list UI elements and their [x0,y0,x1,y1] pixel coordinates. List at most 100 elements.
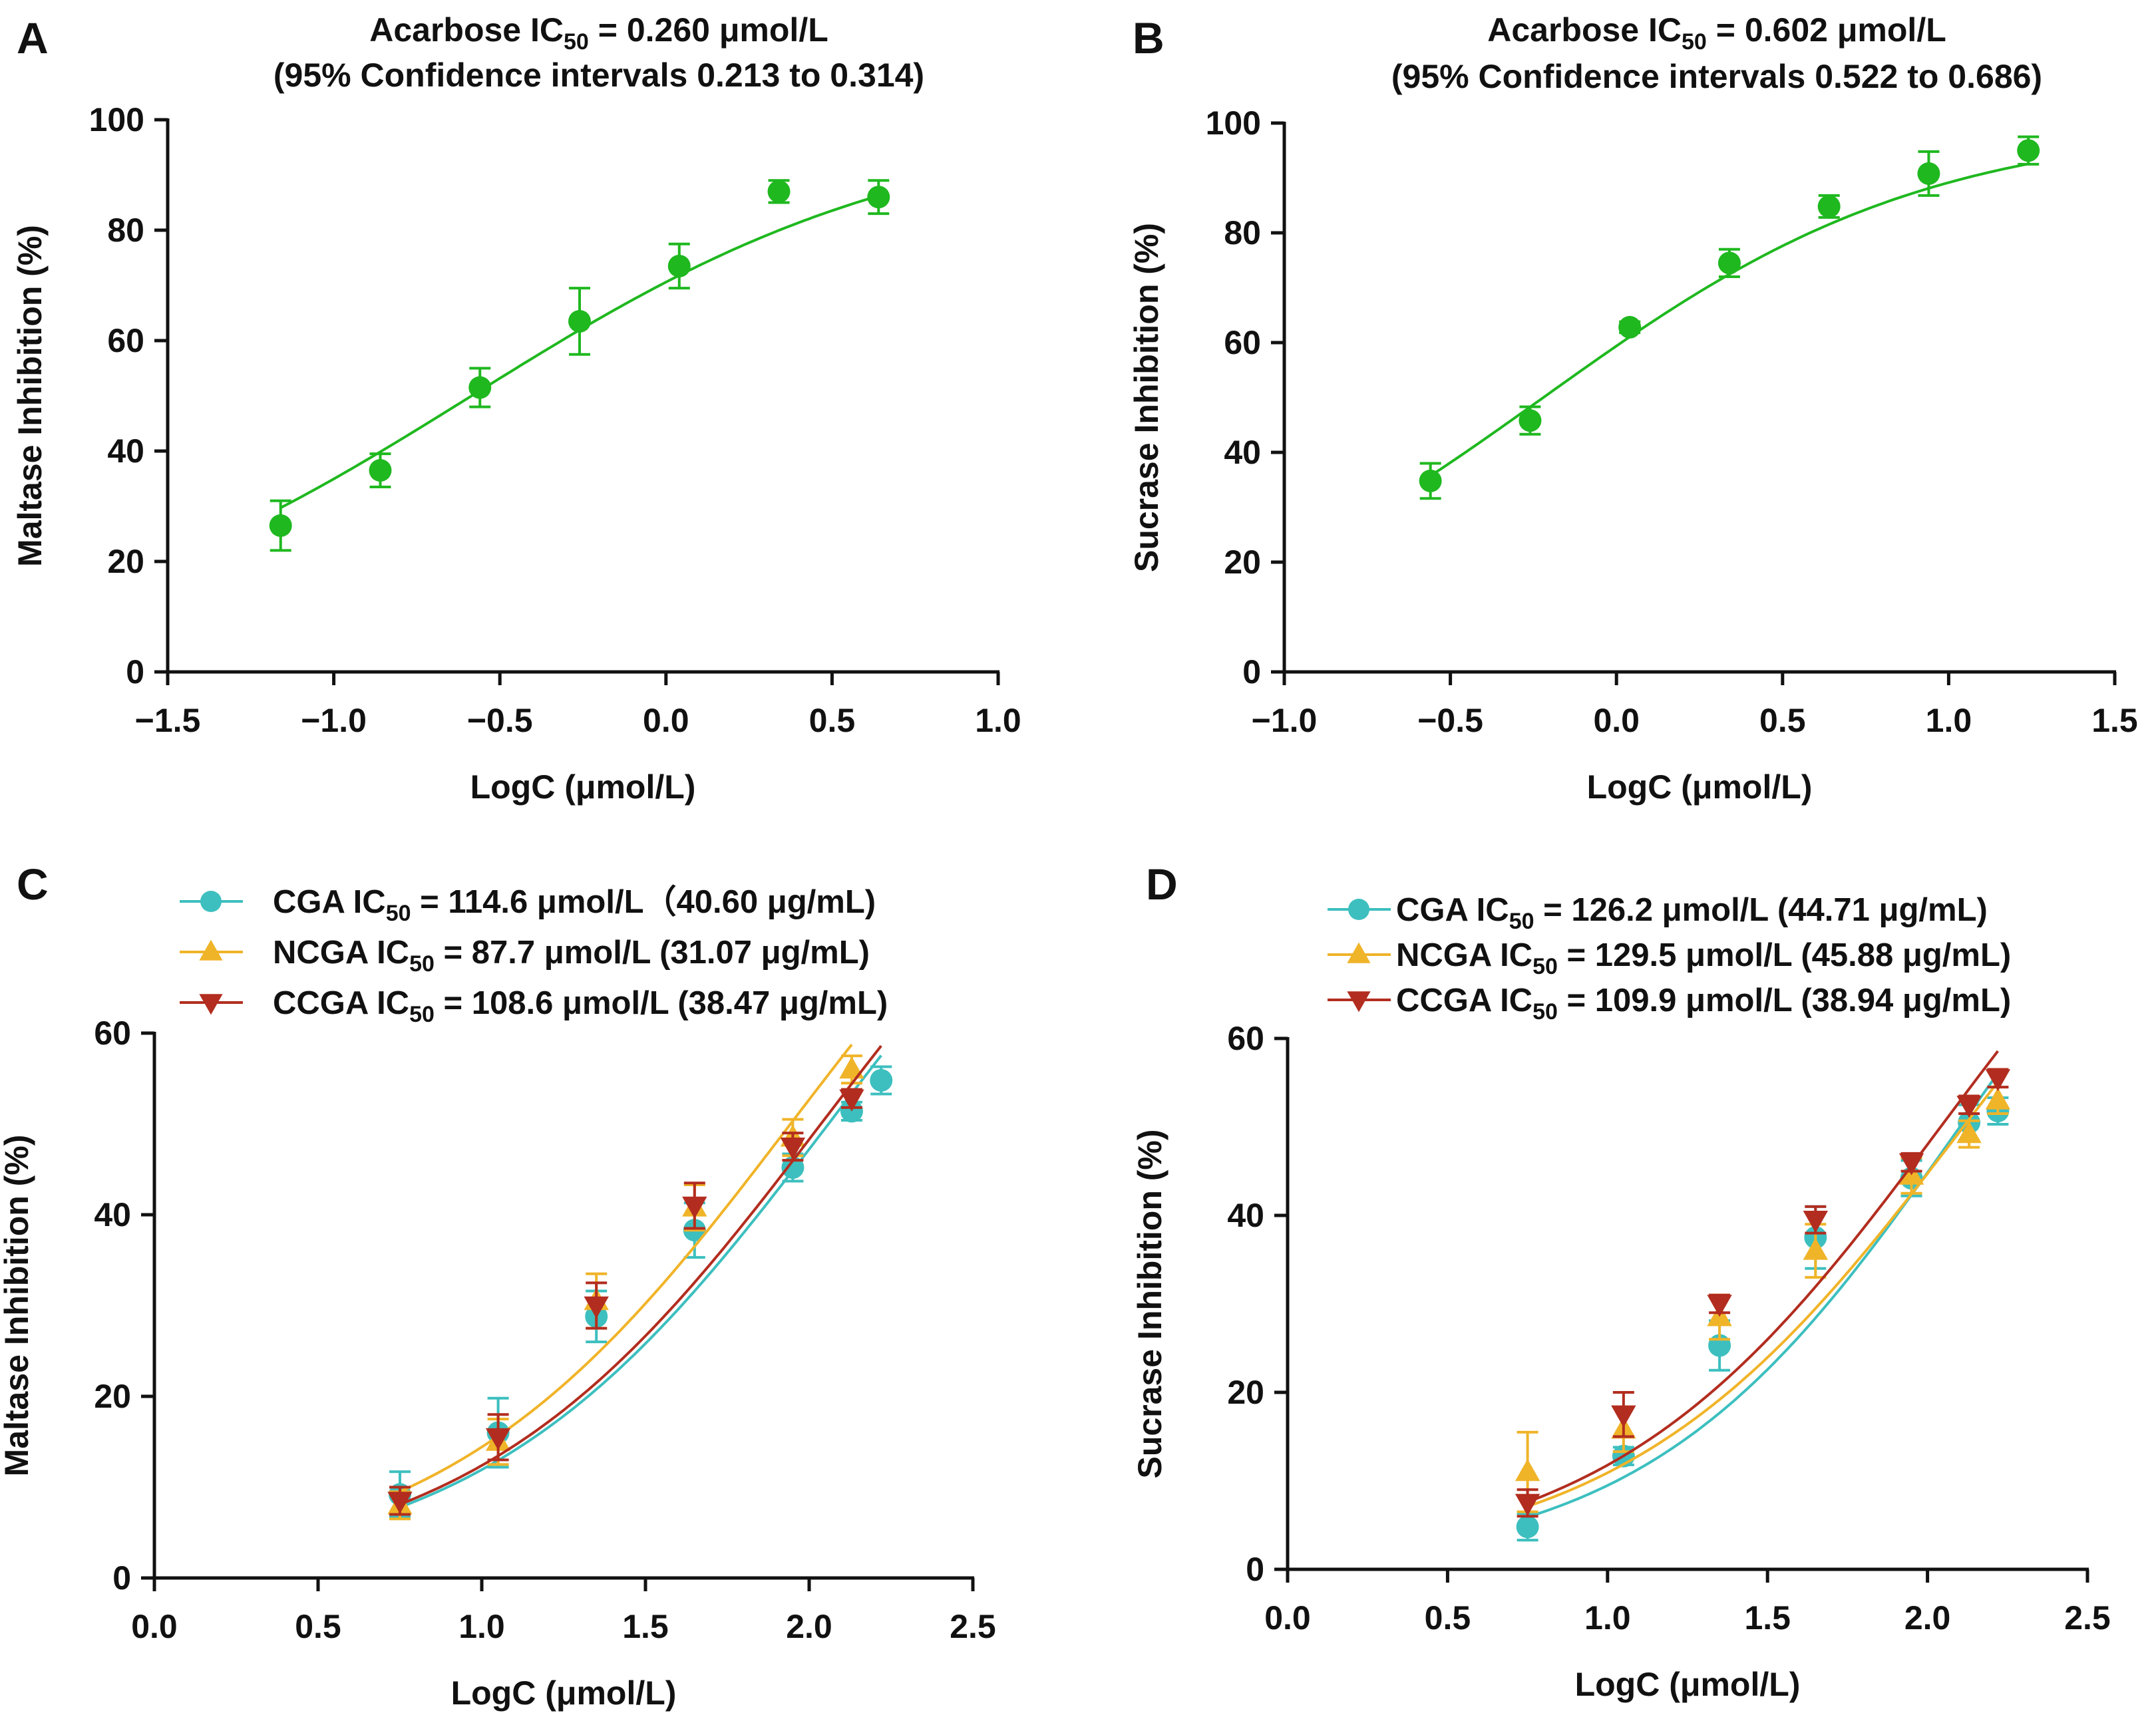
x-tick-label: −0.5 [467,702,533,739]
legend-label: CCGA IC50 = 108.6 μmol/L (38.47 μg/mL) [273,985,888,1027]
panel-d: D 0.0 0.5 1.0 1.5 2.0 2.5 0 20 40 60 LogC (μmol/L) S… [1131,860,2111,1703]
legend-label-prefix: CGA IC [273,884,386,920]
chart-title-prefix: Acarbose IC [369,11,564,49]
x-tick-label: 0.5 [295,1608,341,1645]
legend-label-suffix: = 109.9 μmol/L (38.94 μg/mL) [1558,983,2011,1018]
data-point [584,1296,609,1319]
panel-label: B [1133,13,1165,63]
x-tick-label: 2.0 [1904,1599,1951,1637]
legend-label: NCGA IC50 = 87.7 μmol/L (31.07 μg/mL) [273,935,870,977]
panel-label: A [17,13,49,63]
chart-title-subscript: 50 [1682,29,1707,55]
series-cga [1516,1072,2010,1542]
data-point [1985,1087,2011,1110]
legend-item-ccga: CCGA IC50 = 108.6 μmol/L (38.47 μg/mL) [180,985,888,1027]
y-tick-label: 0 [126,653,144,691]
data-point [1707,1295,1732,1317]
data-point [1419,469,1442,492]
legend-marker [199,994,223,1015]
data-point [468,376,492,399]
x-tick-label: 0.5 [809,702,856,739]
legend-label-subscript: 50 [1532,954,1558,979]
data-point [1803,1211,1829,1233]
y-tick-label: 40 [1227,1197,1264,1234]
legend-label-prefix: CGA IC [1396,892,1509,928]
legend-label: NCGA IC50 = 129.5 μmol/L (45.88 μg/mL) [1396,937,2011,979]
data-point [781,1156,805,1179]
legend-label-suffix: = 87.7 μmol/L (31.07 μg/mL) [435,935,870,971]
data-point [1519,409,1542,432]
data-point [682,1196,707,1219]
series-ncga [1515,1081,2011,1513]
y-tick-label: 40 [1224,434,1261,471]
data-point [568,309,592,333]
legend-item-ncga: NCGA IC50 = 87.7 μmol/L (31.07 μg/mL) [180,935,870,977]
data-point [1956,1096,1982,1118]
data-point [839,1089,864,1112]
legend-label-suffix: = 114.6 μmol/L（40.60 μg/mL) [411,884,876,920]
x-tick-label: 1.0 [1926,702,1972,739]
legend-label-suffix: = 126.2 μmol/L (44.71 μg/mL) [1534,892,1988,928]
legend-label-subscript: 50 [386,901,411,926]
data-point [2017,139,2040,162]
x-tick-label: 2.5 [2064,1599,2111,1637]
legend-marker [1347,942,1371,963]
fit-curve [399,1043,853,1493]
legend-item-cga: CGA IC50 = 114.6 μmol/L（40.60 μg/mL) [180,884,876,926]
x-tick-label: 0.0 [1264,1599,1311,1637]
legend-label: CGA IC50 = 114.6 μmol/L（40.60 μg/mL) [273,884,876,926]
y-tick-label: 60 [94,1015,131,1052]
data-point [1516,1515,1539,1539]
y-axis-label: Sucrase Inhibition (%) [1131,1129,1168,1478]
panel-a: A Acarbose IC50 = 0.260 μmol/L(95% Confid… [11,11,1021,806]
x-axis-label: LogC (μmol/L) [470,768,696,806]
panel-b: B Acarbose IC50 = 0.602 μmol/L(95% Confid… [1128,11,2138,806]
data-point [839,1056,864,1079]
x-tick-label: 0.0 [1593,702,1640,739]
chart-title-subscript: 50 [564,29,589,55]
x-tick-label: 1.0 [458,1608,505,1645]
chart-title: Acarbose IC50 = 0.602 μmol/L [1487,11,1946,55]
y-tick-label: 100 [89,101,144,138]
chart-subtitle: (95% Confidence intervals 0.522 to 0.686… [1391,58,2042,95]
data-point [1717,251,1741,275]
x-tick-label: 0.5 [1759,702,1806,739]
x-tick-label: 1.5 [1744,1599,1791,1637]
data-point [667,254,691,277]
y-axis-label: Maltase Inhibition (%) [11,225,49,567]
data-point [870,1068,893,1092]
y-axis-label: Sucrase Inhibition (%) [1128,223,1165,572]
y-tick-label: 0 [1242,653,1261,691]
fit-curve [1429,162,2029,477]
x-tick-label: 0.0 [131,1608,178,1645]
x-tick-label: 2.5 [950,1608,996,1645]
y-tick-label: 100 [1206,104,1261,142]
chart-title-suffix: = 0.602 μmol/L [1707,11,1946,49]
x-tick-label: −1.0 [301,702,367,739]
legend-label-subscript: 50 [1532,999,1558,1024]
y-tick-label: 0 [112,1559,131,1597]
legend-item-ncga: NCGA IC50 = 129.5 μmol/L (45.88 μg/mL) [1328,937,2011,979]
series-ccga [387,1044,882,1516]
y-tick-label: 20 [107,543,144,580]
panel-label: C [17,860,49,909]
legend-label-prefix: NCGA IC [273,935,409,971]
y-tick-label: 20 [1227,1374,1264,1411]
x-tick-label: 2.0 [786,1608,832,1645]
data-point [1985,1069,2011,1092]
series-ccga [1515,1050,2011,1518]
legend-marker [1347,991,1371,1013]
data-point [1956,1121,1982,1144]
legend-label: CCGA IC50 = 109.9 μmol/L (38.94 μg/mL) [1396,983,2011,1024]
legend-item-ccga: CCGA IC50 = 109.9 μmol/L (38.94 μg/mL) [1328,983,2011,1024]
x-tick-label: 1.5 [2091,702,2138,739]
data-point [369,459,392,482]
fit-curve [1527,1050,1999,1503]
y-tick-label: 20 [1224,544,1261,581]
fit-curve [1527,1072,2000,1519]
y-tick-label: 60 [107,322,144,359]
legend-marker [199,939,223,961]
legend-label-subscript: 50 [409,951,435,977]
